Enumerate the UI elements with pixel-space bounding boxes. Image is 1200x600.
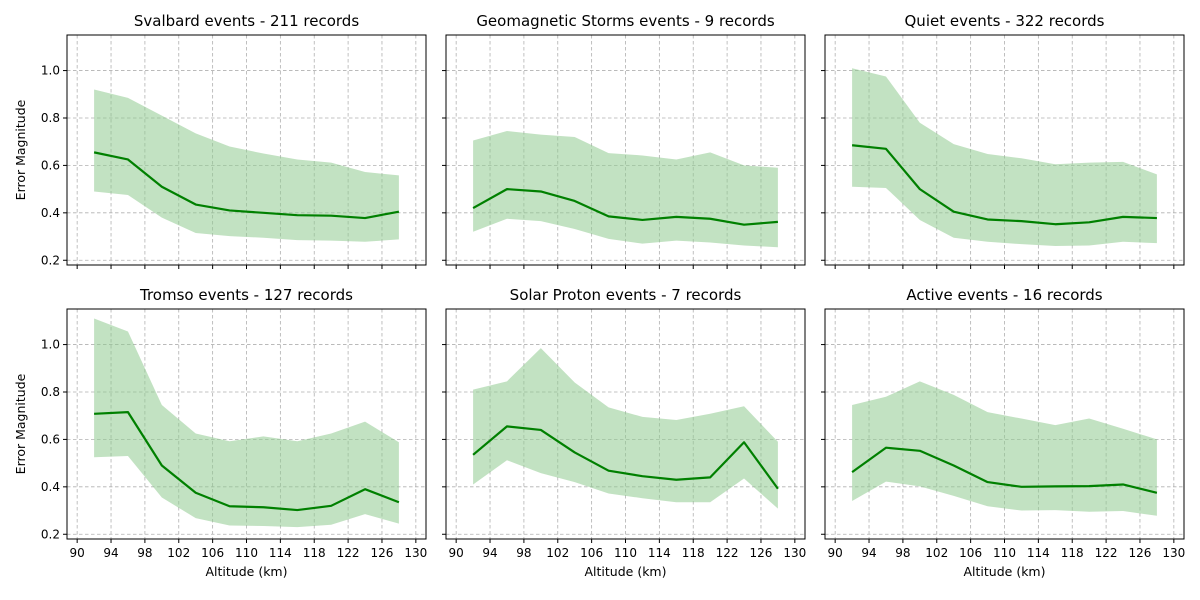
y-axis-label: Error Magnitude	[13, 99, 28, 200]
y-axis-label: Error Magnitude	[13, 373, 28, 474]
x-tick-label: 118	[682, 546, 705, 560]
x-tick-label: 118	[1061, 546, 1084, 560]
y-tick-label: 1.0	[41, 338, 60, 352]
subplot-title: Solar Proton events - 7 records	[510, 286, 742, 304]
error-band	[852, 381, 1157, 516]
x-axis-label: Altitude (km)	[585, 564, 667, 579]
x-tick-label: 102	[546, 546, 569, 560]
error-band	[852, 68, 1157, 247]
x-tick-label: 126	[750, 546, 773, 560]
x-tick-label: 94	[482, 546, 497, 560]
subplot-2: Geomagnetic Storms events - 9 records	[442, 12, 806, 269]
error-band	[94, 318, 399, 528]
x-tick-label: 126	[371, 546, 394, 560]
subplot-5: 90 94 98 102 106 110 114 118 122 126 130 Solar Prot…	[442, 286, 806, 579]
y-tick-label: 0.6	[41, 432, 60, 446]
y-tick-label: 0.6	[41, 158, 60, 172]
y-tick-label: 0.8	[41, 385, 60, 399]
mean-line	[93, 151, 400, 220]
y-tick-label: 0.4	[41, 480, 60, 494]
x-tick-label: 122	[1095, 546, 1118, 560]
y-tick-label: 0.2	[41, 527, 60, 541]
subplot-title: Tromso events - 127 records	[139, 286, 353, 304]
subplot-3: Quiet events - 322 records	[821, 12, 1185, 269]
x-tick-label: 118	[303, 546, 326, 560]
y-tick-label: 0.4	[41, 206, 60, 220]
x-tick-label: 98	[516, 546, 531, 560]
mean-line	[851, 446, 1158, 494]
x-tick-label: 110	[235, 546, 258, 560]
x-tick-label: 90	[70, 546, 85, 560]
subplot-4: 90 94 98 102 106 110 114 118 122 126 130 0.2 0.4 0.6 0…	[13, 286, 427, 579]
x-tick-label: 122	[716, 546, 739, 560]
x-tick-label: 130	[404, 546, 427, 560]
x-tick-label: 110	[614, 546, 637, 560]
error-band	[473, 348, 778, 509]
x-tick-label: 98	[895, 546, 910, 560]
mean-line	[472, 188, 778, 226]
y-tick-label: 1.0	[41, 64, 60, 78]
x-tick-label: 106	[580, 546, 603, 560]
x-tick-label: 130	[783, 546, 806, 560]
x-tick-label: 106	[959, 546, 982, 560]
x-tick-label: 114	[648, 546, 671, 560]
x-axis-label: Altitude (km)	[206, 564, 288, 579]
mean-line	[94, 411, 400, 512]
x-tick-label: 102	[925, 546, 948, 560]
x-tick-label: 126	[1129, 546, 1152, 560]
x-tick-label: 98	[137, 546, 152, 560]
x-tick-label: 94	[103, 546, 118, 560]
y-tick-label: 0.2	[41, 253, 60, 267]
mean-line	[851, 144, 1157, 226]
error-band	[94, 89, 399, 242]
x-tick-label: 90	[449, 546, 464, 560]
subplot-6: 90 94 98 102 106 110 114 118 122 126 130 Active eve…	[821, 286, 1185, 579]
x-tick-label: 114	[269, 546, 292, 560]
subplot-title: Quiet events - 322 records	[905, 12, 1105, 30]
x-tick-label: 106	[201, 546, 224, 560]
x-tick-label: 94	[861, 546, 876, 560]
x-tick-label: 130	[1162, 546, 1185, 560]
x-tick-label: 102	[167, 546, 190, 560]
subplot-title: Active events - 16 records	[906, 286, 1102, 304]
y-tick-label: 0.8	[41, 111, 60, 125]
subplot-1: 0.2 0.4 0.6 0.8 1.0 Svalbard events - 211 rec…	[13, 12, 427, 269]
x-axis-label: Altitude (km)	[964, 564, 1046, 579]
mean-line	[472, 425, 779, 490]
x-tick-label: 110	[993, 546, 1016, 560]
x-tick-label: 90	[828, 546, 843, 560]
subplot-title: Geomagnetic Storms events - 9 records	[476, 12, 775, 30]
subplot-title: Svalbard events - 211 records	[134, 12, 359, 30]
x-tick-label: 122	[337, 546, 360, 560]
x-tick-label: 114	[1027, 546, 1050, 560]
